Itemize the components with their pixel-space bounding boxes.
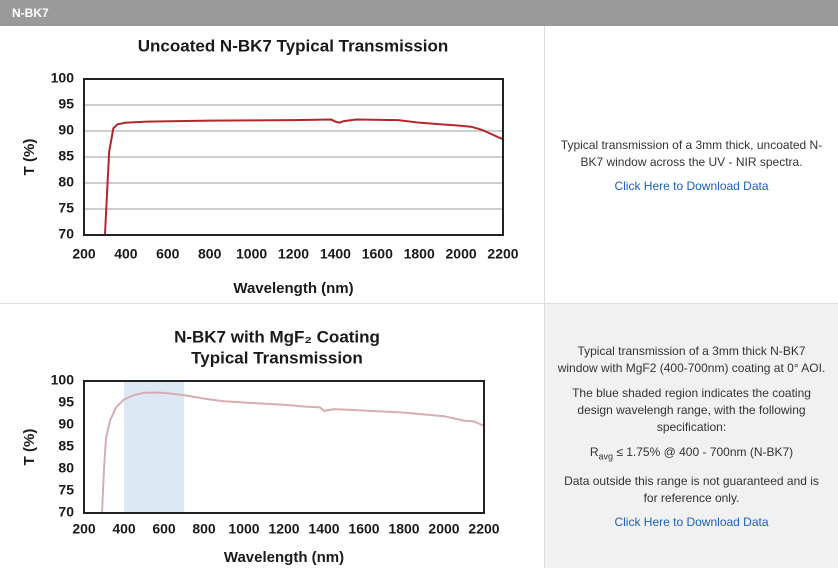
description: The blue shaded region indicates the coa… [572,385,811,434]
y-tick-label: 80 [58,174,74,190]
x-tick-label: 2000 [446,246,477,262]
chart-title: N-BK7 with MgF₂ Coating [174,327,380,346]
x-tick-label: 200 [72,246,96,262]
x-tick-label: 1000 [228,521,259,537]
x-tick-label: 1600 [362,246,393,262]
chart-title: Typical Transmission [191,348,363,367]
x-axis-title: Wavelength (nm) [224,549,344,566]
download-link[interactable]: Click Here to Download Data [614,178,769,193]
y-axis-title: T (%) [21,429,38,466]
y-tick-label: 100 [51,372,75,388]
plot-frame [83,78,504,236]
y-tick-label: 75 [58,200,74,216]
y-tick-label: 85 [58,438,74,454]
download-link[interactable]: Click Here to Download Data [614,515,769,530]
x-tick-label: 1200 [268,521,299,537]
data-line [101,391,485,514]
x-tick-label: 200 [72,521,96,537]
data-line [103,118,504,236]
x-tick-label: 1400 [320,246,351,262]
charts: Uncoated N-BK7 Typical Transmission 70 75 8… [21,36,519,566]
y-tick-label: 70 [58,226,74,242]
description: Typical transmission of a 3mm thick, unc… [560,137,823,169]
x-tick-label: 1000 [236,246,267,262]
x-tick-label: 2200 [487,246,518,262]
description-cell: Typical transmission of a 3mm thick N-BK… [545,304,838,568]
y-tick-label: 85 [58,148,74,164]
x-tick-label: 1800 [388,521,419,537]
spec-subscript: avg [598,451,613,462]
y-tick-label: 75 [58,482,74,498]
note: Data outside this range is not guarantee… [564,474,819,506]
y-tick-label: 95 [58,96,74,112]
description: Typical transmission of a 3mm thick N-BK… [557,343,826,375]
x-tick-label: 400 [114,246,138,262]
y-axis-title: T (%) [21,139,38,176]
chart-cell [0,26,545,304]
y-tick-label: 90 [58,416,74,432]
y-tick-label: 90 [58,122,74,138]
x-tick-label: 600 [152,521,176,537]
shaded-region [124,381,184,513]
plot-frame [83,380,485,514]
x-tick-label: 2200 [468,521,499,537]
x-tick-label: 600 [156,246,180,262]
y-tick-label: 100 [51,70,75,86]
x-tick-label: 1400 [308,521,339,537]
x-tick-label: 1600 [348,521,379,537]
x-axis-title: Wavelength (nm) [233,280,353,297]
spec-text: ≤ 1.75% @ 400 - 700nm (N-BK7) [613,444,794,459]
x-tick-label: 800 [192,521,216,537]
y-tick-label: 70 [58,504,74,520]
x-tick-label: 1200 [278,246,309,262]
spec-symbol: R [589,444,599,459]
y-tick-label: 95 [58,394,74,410]
x-tick-label: 800 [198,246,222,262]
specification: Ravg ≤ 1.75% @ 400 - 700nm (N-BK7) [590,444,793,465]
x-tick-label: 1800 [404,246,435,262]
chart-title: Uncoated N-BK7 Typical Transmission [138,36,448,55]
x-tick-label: 2000 [428,521,459,537]
description-cell: Typical transmission of a 3mm thick, unc… [545,26,838,304]
y-tick-label: 80 [58,460,74,476]
x-tick-label: 400 [112,521,136,537]
chart-cell [0,304,545,568]
section-header: N-BK7 [0,0,838,26]
